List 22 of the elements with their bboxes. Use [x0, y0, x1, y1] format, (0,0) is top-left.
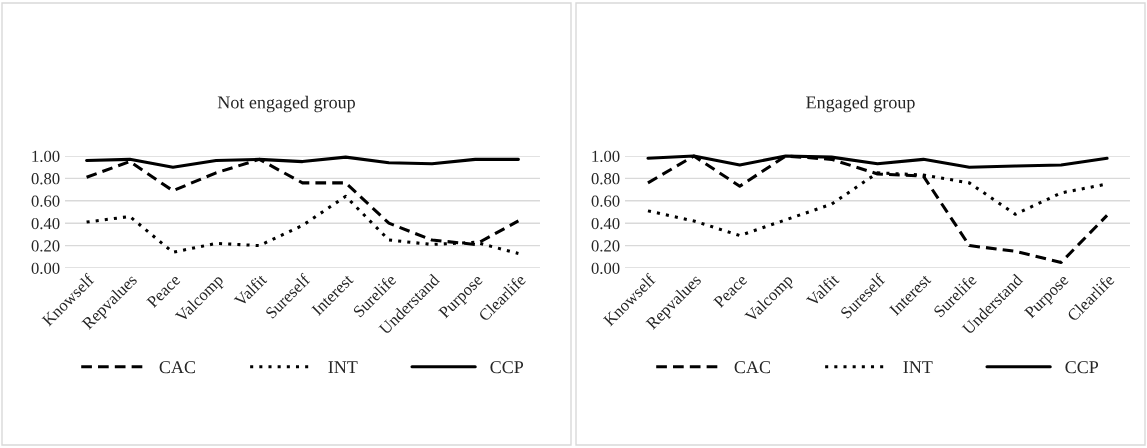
y-tick-label: 1.00: [592, 150, 620, 163]
y-tick-label: 0.60: [591, 195, 620, 207]
y-tick-label: 0.20: [31, 240, 60, 252]
y-tick-label: 0.80: [591, 173, 620, 185]
y-tick-label: 0.40: [31, 217, 60, 230]
y-tick-label: 0.80: [31, 173, 60, 185]
legend-label: INT: [328, 361, 358, 374]
y-tick-label: 0.60: [31, 195, 60, 207]
legend-label: INT: [903, 361, 933, 374]
x-tick-label: Valfit: [233, 272, 268, 308]
y-tick-label: 0.20: [591, 240, 620, 252]
y-tick-label: 0.00: [31, 262, 60, 275]
chart-title: Not engaged group: [217, 95, 355, 113]
chart-title: Engaged group: [806, 95, 915, 113]
legend-label: CAC: [734, 361, 770, 374]
y-tick-label: 0.00: [591, 262, 620, 275]
y-tick-label: 1.00: [32, 150, 60, 163]
legend-label: CCP: [490, 361, 524, 374]
y-tick-label: 0.40: [591, 217, 620, 230]
legend-label: CAC: [159, 361, 195, 374]
legend-label: CCP: [1065, 361, 1099, 374]
x-tick-label: Valfit: [805, 272, 840, 308]
